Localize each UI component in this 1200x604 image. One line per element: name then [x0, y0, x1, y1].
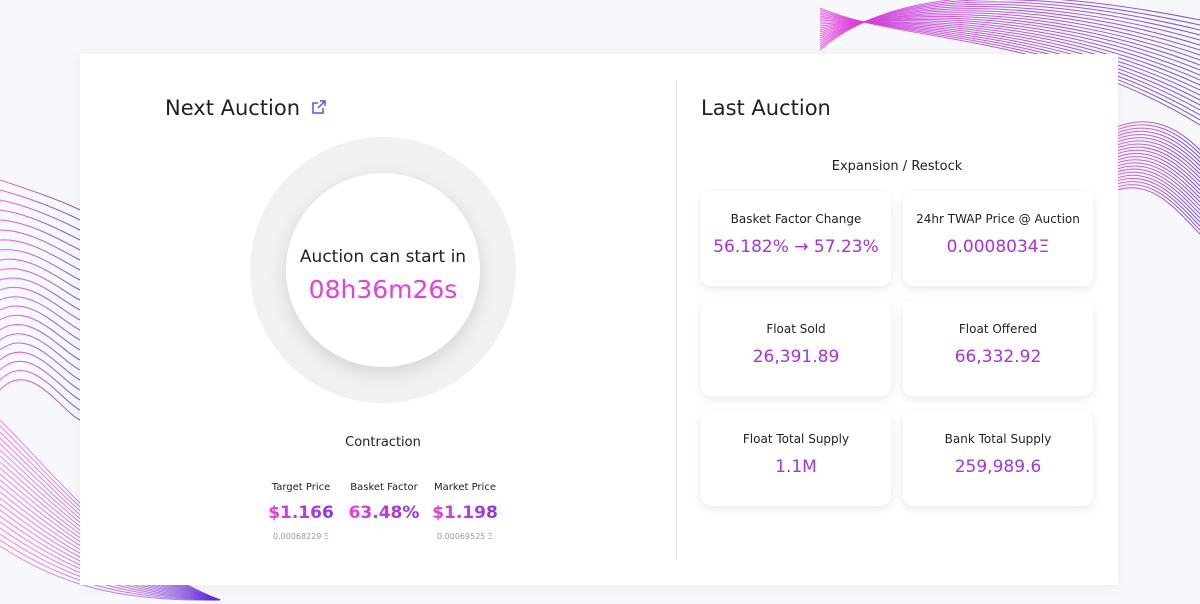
- stat-sub: 0.00069525 Ξ: [437, 532, 493, 541]
- deco-line: [1109, 174, 1200, 219]
- stat-card: Float Total Supply 1.1M: [701, 411, 891, 506]
- auction-panel: Next Auction Auction can start in 08h36m…: [80, 54, 1118, 585]
- card-label: Float Sold: [766, 322, 826, 336]
- card-label: Float Total Supply: [742, 432, 850, 446]
- deco-line: [0, 249, 81, 281]
- card-value: 1.1M: [775, 457, 817, 477]
- deco-line: [0, 219, 81, 251]
- deco-line: [0, 268, 81, 301]
- stat-card: Bank Total Supply 259,989.6: [903, 411, 1093, 506]
- deco-line: [0, 351, 81, 391]
- expansion-label: Expansion / Restock: [831, 159, 963, 174]
- countdown-label: Auction can start in: [299, 247, 467, 267]
- contraction-label: Contraction: [345, 435, 421, 450]
- card-value: 0.0008034Ξ: [946, 237, 1050, 257]
- divider: [676, 80, 677, 560]
- deco-line: [0, 324, 81, 361]
- deco-line: [1109, 168, 1200, 211]
- deco-line: [0, 539, 221, 601]
- card-label: Bank Total Supply: [944, 432, 1052, 446]
- stat-card: Basket Factor Change 56.182% → 57.23%: [701, 191, 891, 286]
- deco-line: [1109, 162, 1200, 203]
- stat-label: Target Price: [271, 482, 331, 493]
- deco-line: [1109, 137, 1200, 171]
- card-value: 26,391.89: [752, 347, 840, 367]
- stat-label: Basket Factor: [350, 482, 418, 493]
- deco-line: [819, 7, 1200, 126]
- deco-line: [0, 305, 81, 341]
- card-label: Basket Factor Change: [730, 212, 862, 226]
- deco-line: [1109, 143, 1200, 179]
- deco-line: [819, 10, 1200, 51]
- deco-line: [0, 189, 81, 221]
- deco-line: [0, 342, 81, 381]
- countdown-circle: Auction can start in 08h36m26s: [286, 173, 480, 367]
- last-auction-title: Last Auction: [701, 96, 831, 120]
- deco-line: [0, 545, 221, 601]
- deco-line: [0, 209, 81, 241]
- deco-line: [0, 379, 81, 421]
- card-label: 24hr TWAP Price @ Auction: [916, 212, 1080, 226]
- deco-line: [1109, 133, 1200, 167]
- card-value: 259,989.6: [954, 457, 1042, 477]
- stat-card: Float Sold 26,391.89: [701, 301, 891, 396]
- deco-line: [1109, 130, 1200, 163]
- deco-line: [0, 287, 81, 321]
- deco-line: [1109, 181, 1200, 227]
- stat-value: 63.48%: [348, 503, 420, 523]
- deco-line: [0, 277, 81, 311]
- deco-line: [0, 258, 81, 291]
- deco-line: [1109, 187, 1200, 235]
- countdown: 08h36m26s: [308, 275, 458, 304]
- stat-sub: 0.00068229 Ξ: [273, 532, 329, 541]
- card-value: 56.182% → 57.23%: [713, 237, 879, 257]
- deco-line: [0, 296, 81, 331]
- external-link-icon[interactable]: [311, 99, 327, 115]
- card-value: 66,332.92: [954, 347, 1042, 367]
- deco-line: [0, 314, 81, 351]
- deco-line: [1109, 159, 1200, 199]
- deco-line: [1109, 156, 1200, 195]
- deco-line: [1109, 140, 1200, 175]
- deco-line: [0, 199, 81, 231]
- deco-line: [1109, 127, 1200, 159]
- deco-line: [1109, 124, 1200, 155]
- stat-card: 24hr TWAP Price @ Auction 0.0008034Ξ: [903, 191, 1093, 286]
- deco-line: [0, 179, 81, 211]
- deco-line: [819, 8, 1200, 46]
- deco-line: [0, 239, 81, 271]
- deco-line: [1109, 171, 1200, 215]
- deco-line: [0, 333, 81, 371]
- deco-line: [0, 229, 81, 261]
- stat-card: Float Offered 66,332.92: [903, 301, 1093, 396]
- stat-value: $1.166: [268, 503, 334, 523]
- deco-line: [1109, 184, 1200, 231]
- deco-line: [1109, 177, 1200, 223]
- stat-value: $1.198: [432, 503, 498, 523]
- deco-line: [0, 361, 81, 401]
- countdown-ring: Auction can start in 08h36m26s: [250, 137, 516, 403]
- deco-line: [1109, 149, 1200, 187]
- deco-line: [1109, 153, 1200, 191]
- deco-line: [1109, 121, 1200, 151]
- deco-line: [1109, 146, 1200, 183]
- deco-line: [0, 370, 81, 411]
- card-label: Float Offered: [958, 322, 1038, 336]
- next-auction-title: Next Auction: [165, 96, 327, 120]
- deco-line: [1109, 165, 1200, 207]
- stat-label: Market Price: [434, 482, 496, 493]
